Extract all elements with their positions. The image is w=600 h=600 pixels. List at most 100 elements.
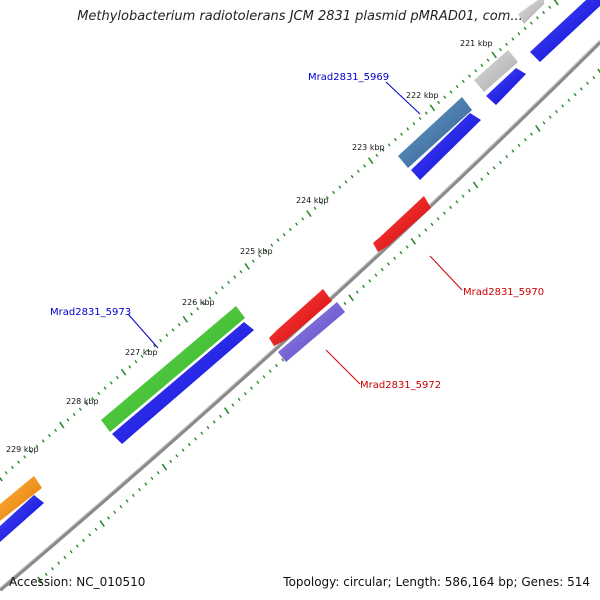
tick-mark (592, 75, 596, 80)
tick-mark (239, 270, 243, 274)
tick-mark (54, 428, 58, 433)
tick-mark (268, 369, 272, 373)
forward-gene-4[interactable] (112, 322, 254, 444)
tick-mark (313, 206, 317, 210)
gene-grey[interactable] (474, 50, 518, 92)
tick-mark (0, 476, 3, 482)
tick-mark (75, 544, 79, 548)
tick-mark (332, 190, 336, 195)
tick-mark (325, 195, 329, 200)
tick-mark (288, 227, 292, 232)
tick-label-223: 223 kbp (352, 143, 385, 152)
forward-gene-2[interactable] (486, 68, 526, 105)
tick-mark (243, 392, 247, 396)
tick-mark (498, 47, 502, 52)
tick-mark (505, 155, 509, 159)
tick-mark (69, 550, 73, 554)
tick-mark (400, 132, 403, 136)
tick-mark (237, 397, 241, 402)
forward-gene-3[interactable] (411, 113, 481, 180)
tick-mark (542, 10, 546, 15)
tick-mark (338, 185, 342, 189)
tick-mark (156, 471, 160, 475)
tick-mark (146, 349, 150, 353)
tick-mark (443, 95, 447, 99)
gene-grey-top[interactable] (518, 0, 544, 24)
tick-mark (362, 284, 365, 289)
tick-mark (436, 217, 440, 221)
tick-mark (175, 454, 179, 458)
forward-gene-5[interactable] (0, 495, 44, 542)
reverse-gene-5972-purple[interactable] (278, 302, 345, 362)
tick-mark (523, 138, 527, 142)
tick-mark (437, 100, 441, 105)
tick-mark (171, 328, 175, 332)
tick-mark (250, 386, 253, 390)
tick-mark (480, 177, 484, 181)
tick-mark (125, 499, 129, 503)
tick-mark (282, 233, 286, 237)
leader-line-5973 (127, 313, 159, 349)
tick-mark (91, 397, 95, 401)
tick-mark (529, 21, 533, 25)
tick-mark (131, 493, 135, 497)
leader-line-5969 (385, 81, 421, 115)
summary-text: Topology: circular; Length: 586,164 bp; … (283, 575, 590, 589)
tick-mark (44, 572, 48, 577)
tick-mark (109, 381, 113, 385)
tick-mark (181, 448, 185, 452)
tick-mark (405, 245, 409, 249)
tick-mark (553, 0, 559, 6)
gene-green[interactable] (101, 306, 245, 432)
tick-mark (206, 425, 210, 430)
tick-mark (150, 476, 154, 481)
tick-mark (579, 87, 583, 91)
tick-mark (140, 354, 144, 359)
tick-mark (275, 363, 278, 368)
tick-mark (542, 121, 546, 125)
gene-steel[interactable] (398, 97, 472, 168)
tick-mark (418, 234, 421, 238)
tick-mark (94, 527, 98, 531)
tick-mark (35, 444, 39, 448)
gene-label-5969[interactable]: Mrad2831_5969 (308, 72, 389, 83)
tick-mark (424, 111, 428, 115)
tick-mark (4, 471, 8, 475)
gene-orange[interactable] (0, 476, 42, 521)
gene-label-5972[interactable]: Mrad2831_5972 (360, 380, 441, 391)
tick-mark (355, 290, 359, 294)
tick-mark (82, 538, 85, 543)
tick-mark (449, 90, 453, 94)
tick-mark (276, 238, 280, 242)
tick-mark (190, 312, 193, 316)
tick-mark (120, 368, 127, 376)
tick-mark (88, 533, 92, 537)
inner-tick-track (0, 0, 559, 482)
gene-label-5970[interactable]: Mrad2831_5970 (463, 287, 544, 298)
tick-mark (375, 153, 379, 157)
tick-mark (443, 211, 446, 215)
reverse-gene-5970[interactable] (373, 196, 431, 252)
tick-mark (449, 205, 453, 210)
tick-mark (270, 243, 274, 247)
tick-mark (134, 359, 138, 364)
tick-mark (78, 407, 82, 411)
tick-mark (47, 433, 51, 438)
tick-mark (29, 449, 33, 454)
tick-mark (350, 174, 354, 179)
tick-mark (23, 455, 27, 459)
tick-mark (455, 200, 459, 204)
tick-mark (41, 439, 45, 443)
tick-mark (169, 459, 173, 464)
gene-label-5973[interactable]: Mrad2831_5973 (50, 307, 131, 318)
tick-mark (233, 275, 237, 279)
tick-mark (491, 51, 497, 59)
tick-mark (57, 561, 61, 565)
tick-label-222: 222 kbp (406, 91, 439, 100)
reverse-gene-5972-red[interactable] (269, 289, 332, 346)
tick-mark (344, 180, 348, 184)
tick-mark (430, 222, 434, 227)
forward-gene-1[interactable] (530, 0, 600, 62)
tick-mark (486, 58, 490, 62)
tick-mark (480, 63, 484, 68)
